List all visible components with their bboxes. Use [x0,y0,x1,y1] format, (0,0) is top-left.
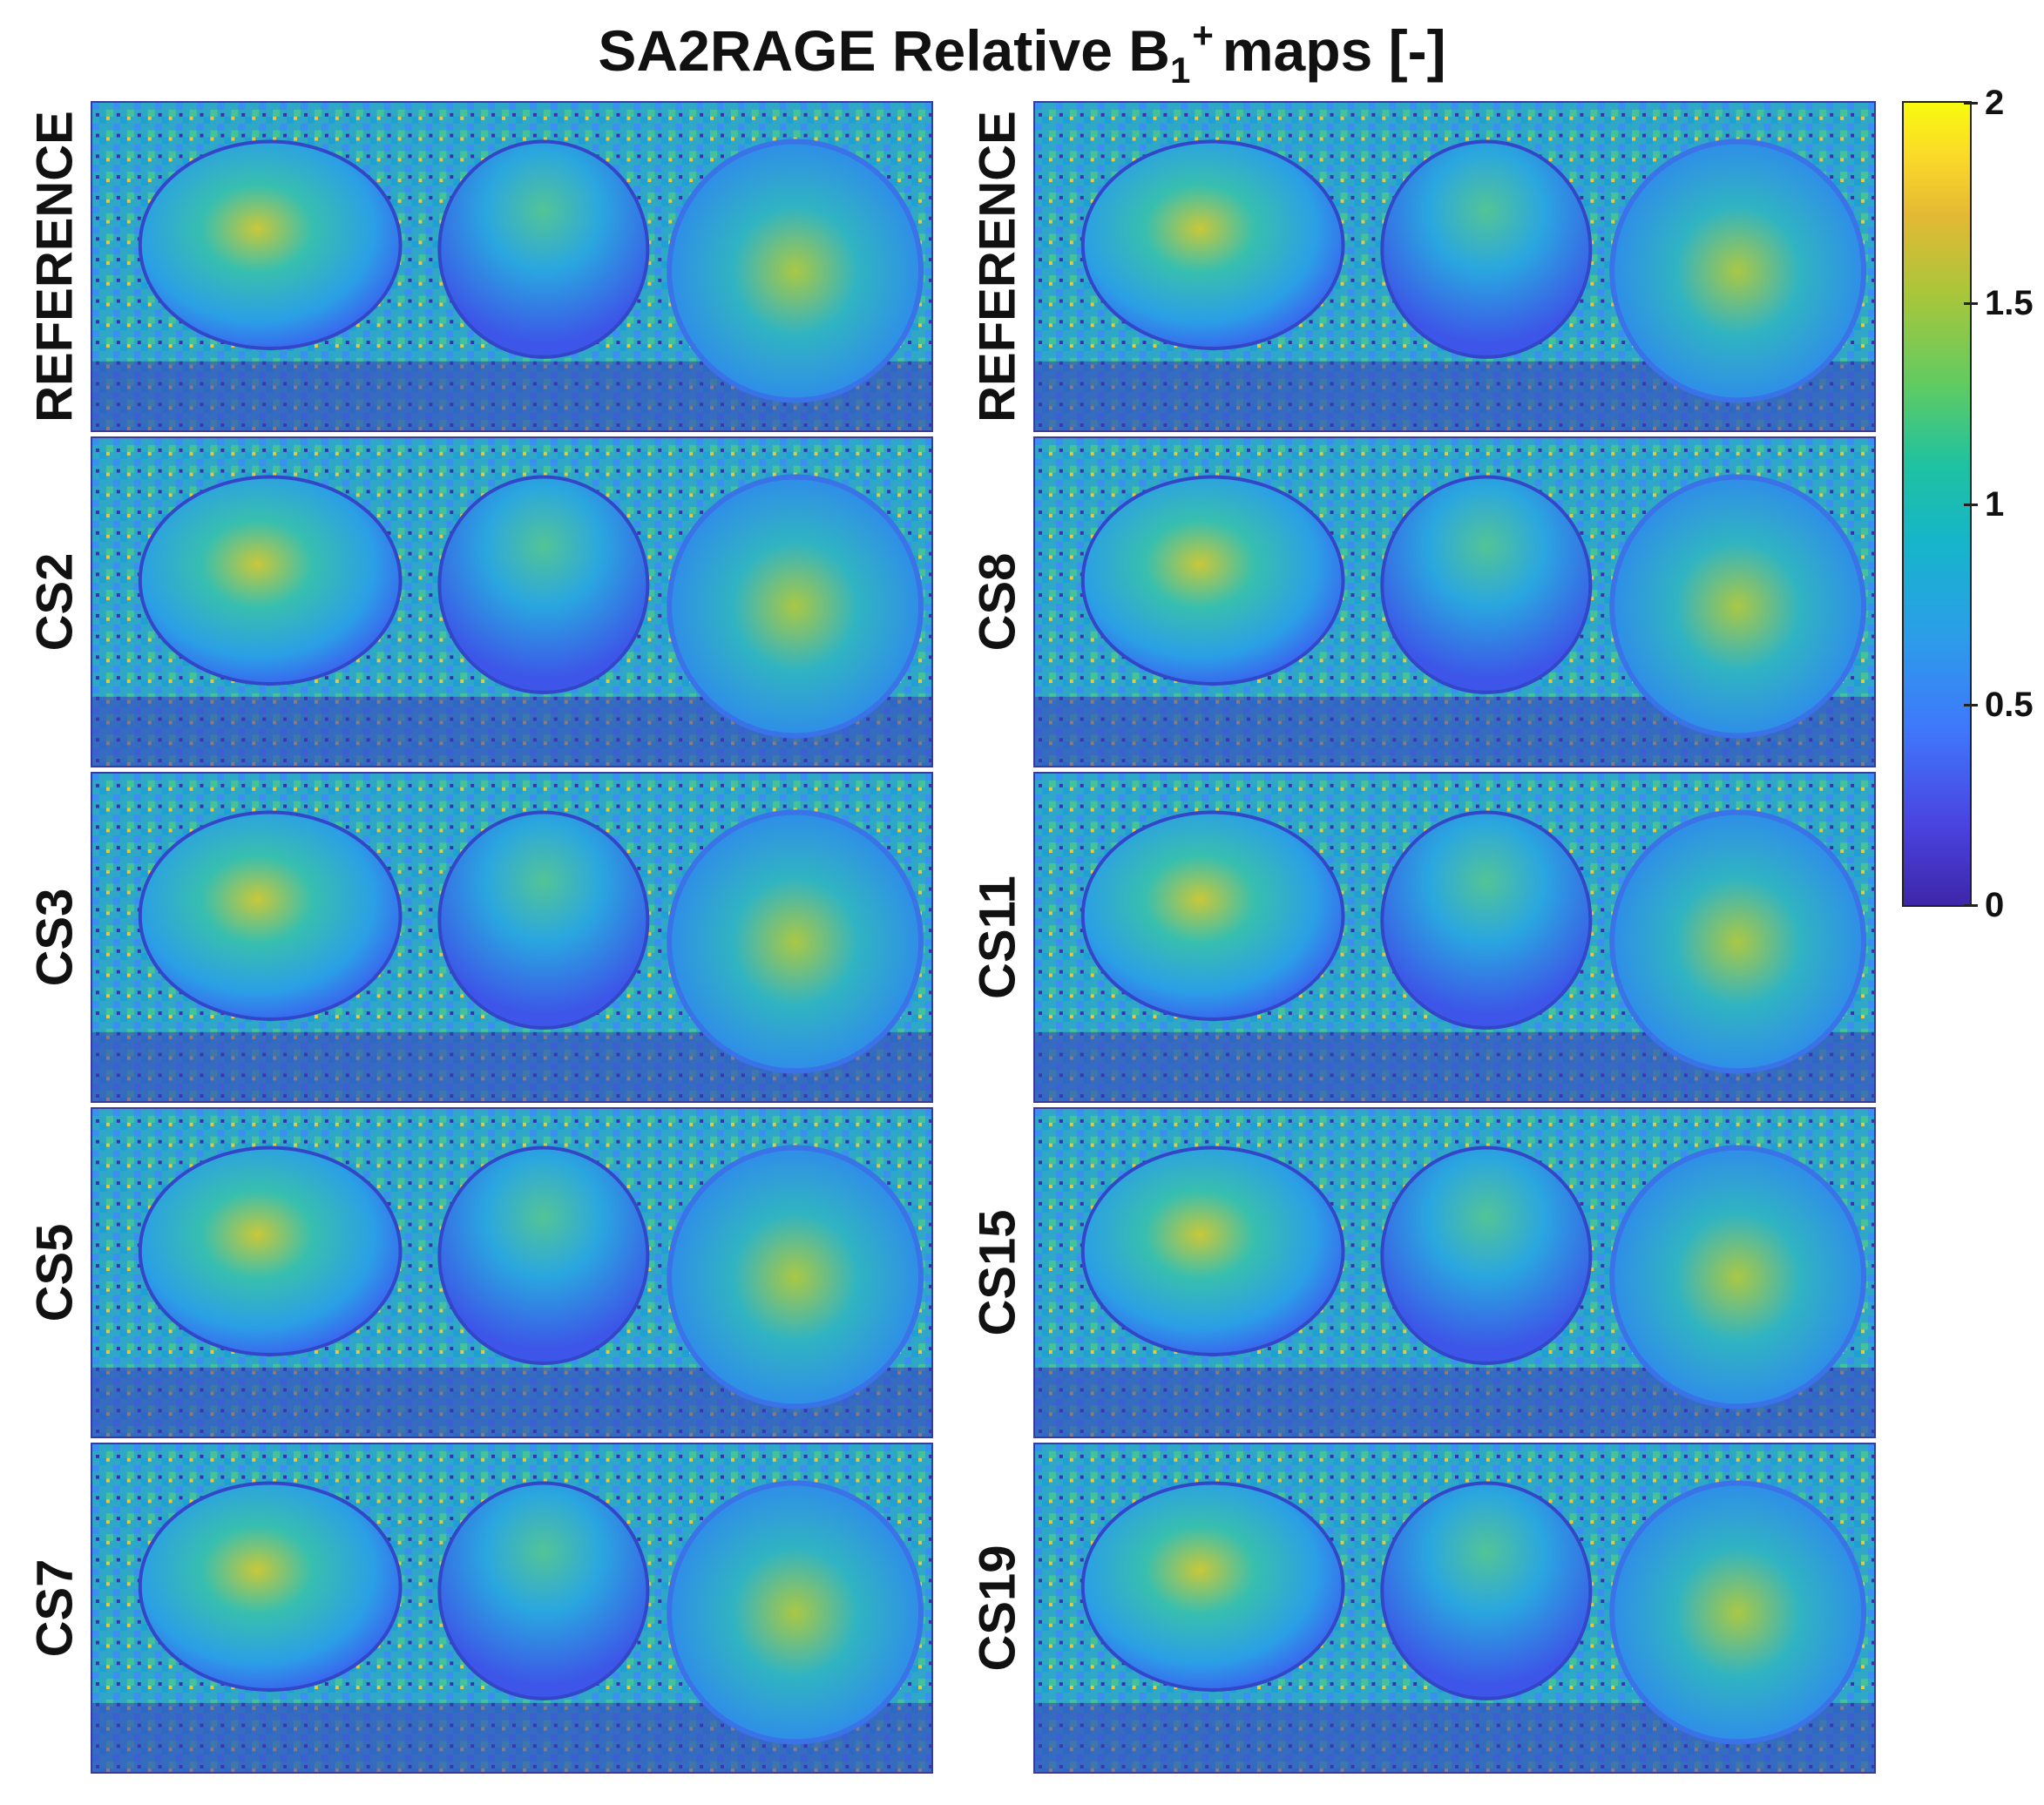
row-label-text: CS11 [969,875,1026,999]
row-label-text: CS7 [26,1558,84,1658]
row-label: CS15 [960,1107,1035,1438]
colorbar-tick [1964,302,1978,306]
b1-map-image [91,1107,933,1438]
row-label: REFERENCE [960,101,1035,432]
colorbar-tick-label: 1 [1985,484,2005,524]
row-label: CS7 [17,1443,92,1774]
left-panel-3: CS5 [17,1107,933,1438]
right-panel-1: CS8 [960,436,1876,767]
right-panel-4: CS19 [960,1443,1876,1774]
left-panel-0: REFERENCE [17,101,933,432]
row-label: CS2 [17,436,92,767]
row-label-text: REFERENCE [26,111,84,423]
title-suffix: maps [-] [1222,18,1446,83]
b1-map-image [1033,772,1876,1103]
title-superscript: + [1192,15,1214,56]
row-label: CS8 [960,436,1035,767]
row-label-text: CS5 [26,1223,84,1322]
colorbar-tick [1964,703,1978,706]
row-label: REFERENCE [17,101,92,432]
row-label-text: CS3 [26,888,84,987]
b1-map-image [91,1443,933,1774]
row-label-text: CS8 [969,552,1026,652]
right-panel-0: REFERENCE [960,101,1876,432]
title-subscript: 1 [1169,50,1191,91]
title-main: SA2RAGE Relative B [598,18,1170,83]
row-label-text: REFERENCE [969,111,1026,423]
row-label: CS19 [960,1443,1035,1774]
figure-title: SA2RAGE Relative B1+ maps [-] [0,17,2044,89]
row-label: CS5 [17,1107,92,1438]
colorbar-tick-label: 0 [1985,886,2005,924]
b1-map-image [1033,101,1876,432]
right-panel-2: CS11 [960,772,1876,1103]
colorbar-tick-label: 0.5 [1985,685,2034,724]
colorbar-tick-label: 1.5 [1985,284,2034,323]
colorbar-tick [1964,503,1978,506]
b1-map-image [91,101,933,432]
colorbar-tick [1964,904,1978,907]
colorbar-tick-label: 2 [1985,84,2005,122]
row-label-text: CS2 [26,552,84,652]
row-label-text: CS15 [969,1209,1026,1336]
b1-map-image [1033,436,1876,767]
b1-map-image [1033,1443,1876,1774]
row-label-text: CS19 [969,1545,1026,1672]
colorbar-tick [1964,102,1978,105]
row-label: CS3 [17,772,92,1103]
left-panel-4: CS7 [17,1443,933,1774]
row-label: CS11 [960,772,1035,1103]
b1-map-image [1033,1107,1876,1438]
left-panel-1: CS2 [17,436,933,767]
colorbar [1902,101,1972,907]
left-panel-2: CS3 [17,772,933,1103]
b1-map-image [91,772,933,1103]
right-panel-3: CS15 [960,1107,1876,1438]
b1-map-image [91,436,933,767]
